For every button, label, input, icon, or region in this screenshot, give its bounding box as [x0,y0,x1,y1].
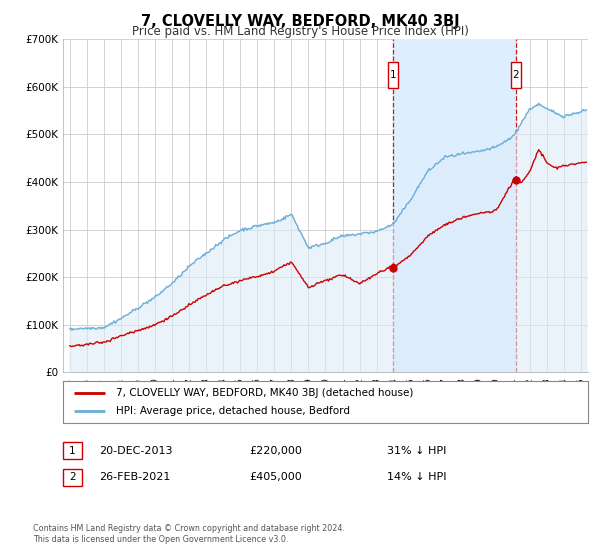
Text: 2: 2 [512,70,519,80]
Text: 7, CLOVELLY WAY, BEDFORD, MK40 3BJ: 7, CLOVELLY WAY, BEDFORD, MK40 3BJ [140,14,460,29]
Text: 31% ↓ HPI: 31% ↓ HPI [387,446,446,456]
FancyBboxPatch shape [388,62,398,88]
Text: 14% ↓ HPI: 14% ↓ HPI [387,472,446,482]
Bar [393,39,516,372]
Text: 20-DEC-2013: 20-DEC-2013 [99,446,173,456]
Text: This data is licensed under the Open Government Licence v3.0.: This data is licensed under the Open Gov… [33,535,289,544]
Text: 7, CLOVELLY WAY, BEDFORD, MK40 3BJ (detached house): 7, CLOVELLY WAY, BEDFORD, MK40 3BJ (deta… [115,389,413,398]
Text: Contains HM Land Registry data © Crown copyright and database right 2024.: Contains HM Land Registry data © Crown c… [33,524,345,533]
Text: £220,000: £220,000 [249,446,302,456]
FancyBboxPatch shape [511,62,521,88]
Text: 1: 1 [390,70,397,80]
Text: 1: 1 [69,446,76,456]
Text: Price paid vs. HM Land Registry's House Price Index (HPI): Price paid vs. HM Land Registry's House … [131,25,469,38]
Text: 2: 2 [69,472,76,482]
Text: £405,000: £405,000 [249,472,302,482]
Text: 26-FEB-2021: 26-FEB-2021 [99,472,170,482]
Text: HPI: Average price, detached house, Bedford: HPI: Average price, detached house, Bedf… [115,406,349,416]
